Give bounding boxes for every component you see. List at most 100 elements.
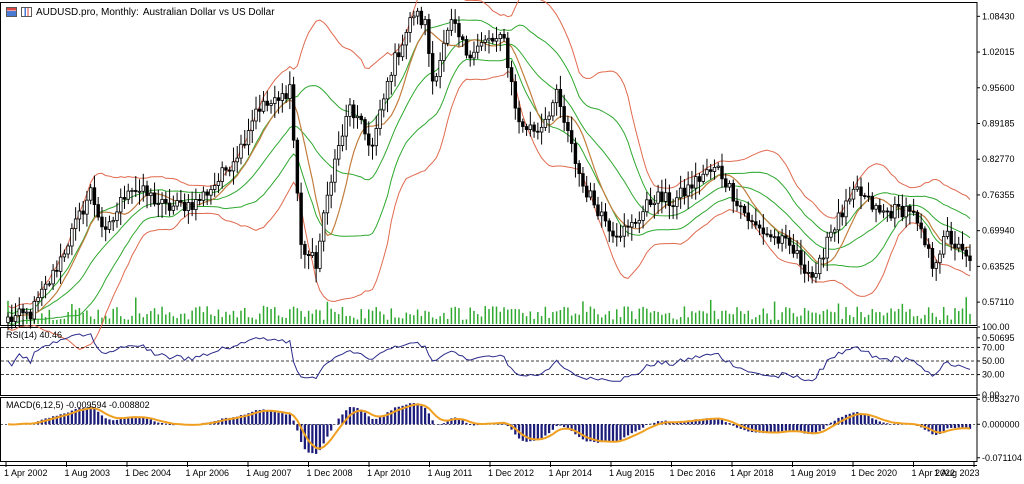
candle-body [547, 115, 551, 120]
candle-body [273, 97, 277, 104]
candle-body [637, 219, 642, 224]
candle-body [141, 185, 145, 192]
candle-body [483, 39, 487, 43]
candle-body [581, 173, 585, 187]
candle-body [460, 36, 465, 40]
candle-body [269, 103, 273, 106]
candle-body [930, 248, 935, 269]
candle-body [103, 226, 108, 230]
candle-body [430, 53, 435, 82]
price-axis-tick-label: 0.57110 [982, 297, 1014, 307]
candle-body [690, 184, 694, 189]
candle-body [592, 190, 596, 206]
candle-body [340, 135, 345, 146]
bollinger-upper-inner-line [7, 19, 971, 315]
candle-body [596, 204, 600, 217]
candle-body [957, 243, 961, 249]
candle-body [445, 29, 450, 44]
candle-body [502, 34, 506, 39]
candle-body [926, 244, 931, 249]
candle-body [941, 236, 946, 255]
chart-window-icon[interactable] [6, 7, 17, 17]
rsi-axis-tick-label: 50.00 [982, 356, 1005, 366]
candle-body [62, 253, 67, 258]
candle-body [374, 128, 378, 147]
candle-body [55, 269, 59, 272]
candle-body [716, 165, 720, 168]
candle-body [205, 191, 209, 196]
candle-body [160, 199, 164, 204]
candle-body [235, 157, 239, 163]
bar-chart-icon[interactable] [21, 7, 32, 17]
candle-body [551, 102, 555, 117]
candle-body [81, 210, 85, 215]
candle-body [250, 120, 254, 132]
candle-body [919, 222, 923, 230]
candle-body [175, 200, 179, 207]
macd-axis-tick-label: 0.000000 [982, 419, 1020, 429]
candle-body [795, 250, 799, 254]
candle-body [600, 211, 604, 217]
rsi-line [7, 333, 971, 382]
candle-body [851, 188, 856, 200]
candle-body [712, 167, 717, 172]
bollinger-lower-outer-line [7, 70, 971, 350]
candle-body [720, 165, 724, 180]
candle-body [708, 169, 713, 172]
candle-body [201, 191, 206, 201]
candle-body [397, 52, 401, 58]
candle-body [878, 205, 882, 213]
candle-body [17, 308, 21, 316]
candle-body [618, 235, 623, 238]
price-axis-tick-label: 0.50695 [982, 333, 1015, 343]
candle-body [73, 218, 78, 230]
candle-body [938, 253, 942, 264]
candle-body [167, 202, 172, 211]
candle-body [306, 254, 311, 256]
candle-body [904, 205, 908, 218]
rsi-panel [0, 327, 978, 396]
candle-body [216, 181, 221, 186]
time-axis-tick-label: 1 Apr 2022 [912, 468, 956, 478]
candle-body [855, 186, 859, 190]
candle-body [693, 176, 698, 189]
candle-body [566, 121, 570, 131]
candle-body [923, 228, 927, 246]
candle-body [648, 199, 653, 205]
candle-body [874, 205, 878, 210]
price-axis-tick-label: 0.89185 [982, 118, 1015, 128]
macd-label: MACD(6,12,5) -0.009594 -0.008802 [6, 400, 150, 410]
candle-body [258, 108, 262, 112]
candle-body [524, 126, 529, 130]
time-axis-tick-label: 1 Apr 2002 [4, 468, 48, 478]
moving-average-line [7, 30, 971, 320]
candle-body [355, 115, 360, 119]
candle-body [427, 19, 431, 54]
candle-body [799, 250, 803, 266]
candle-body [13, 315, 18, 322]
bollinger-upper-outer-line [7, 0, 971, 309]
candle-body [787, 237, 792, 246]
candle-body [197, 199, 202, 201]
candle-body [960, 243, 965, 251]
candle-body [28, 311, 33, 320]
candle-body [265, 100, 270, 106]
candle-body [43, 283, 48, 290]
candle-body [179, 200, 183, 203]
candle-body [697, 176, 702, 182]
candle-body [945, 230, 950, 237]
candle-body [378, 109, 382, 129]
candle-body [190, 202, 194, 210]
candle-body [686, 184, 690, 197]
time-axis-tick-label: 1 Aug 2023 [934, 468, 980, 478]
candle-body [453, 19, 457, 24]
bollinger-lower-inner-line [7, 57, 971, 326]
candle-body [584, 185, 589, 198]
candle-body [908, 205, 912, 212]
macd-panel [0, 397, 978, 462]
candle-body [611, 230, 615, 237]
candle-body [367, 133, 371, 146]
candle-body [261, 100, 266, 112]
candle-body [870, 195, 875, 210]
